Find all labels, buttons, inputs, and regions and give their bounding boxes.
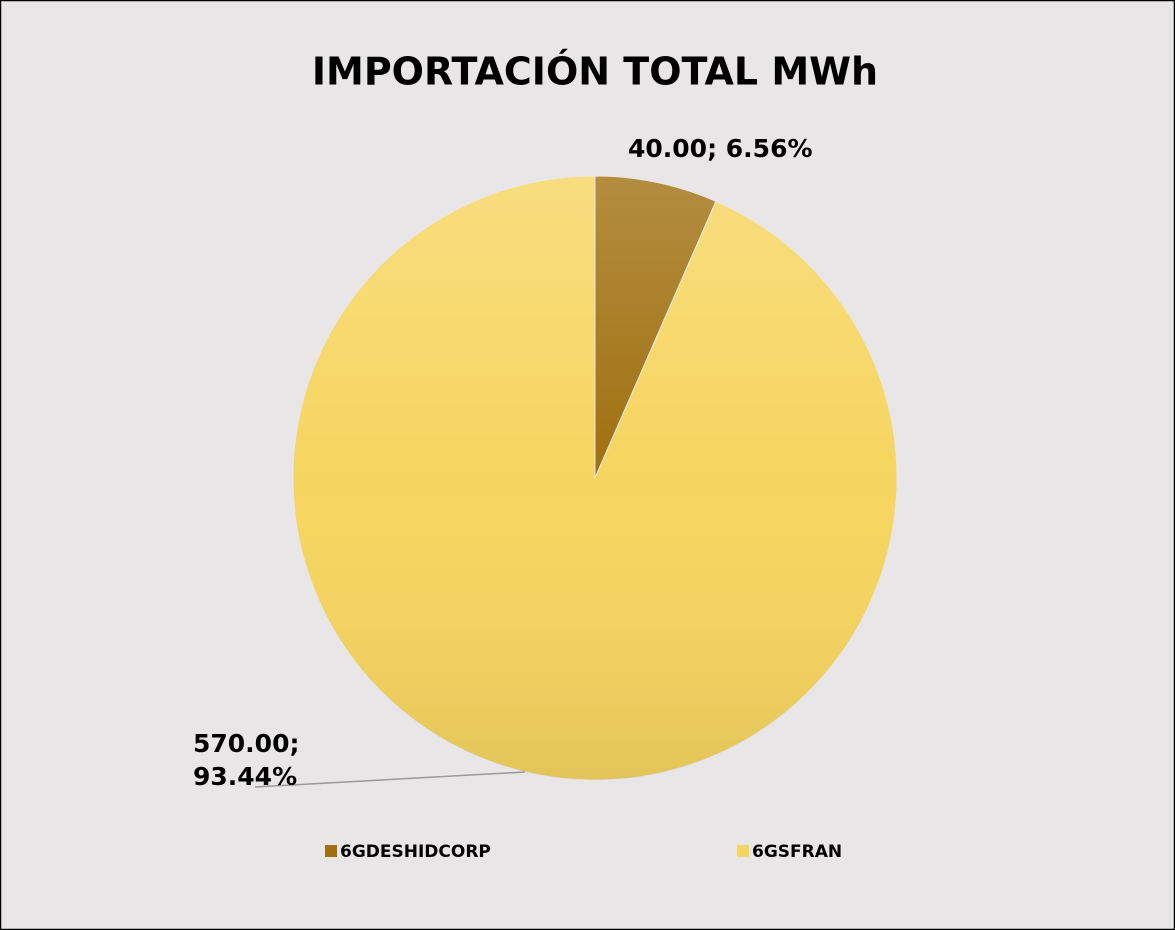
pie-slice — [292, 175, 898, 781]
data-label: 570.00; 93.44% — [193, 729, 299, 791]
legend-label: 6GDESHIDCORP — [340, 842, 491, 862]
chart-title: IMPORTACIÓN TOTAL MWh — [312, 50, 878, 94]
data-label: 40.00; 6.56% — [628, 134, 813, 163]
legend-label: 6GSFRAN — [752, 842, 842, 862]
legend-swatch — [325, 845, 337, 857]
legend-swatch — [737, 845, 749, 857]
leader-line — [254, 771, 526, 788]
